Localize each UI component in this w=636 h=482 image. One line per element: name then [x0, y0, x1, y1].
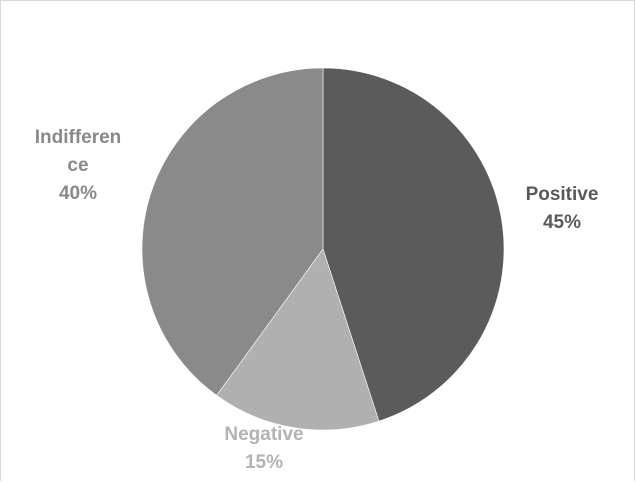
- pie-slice-indifference: [141, 67, 324, 396]
- data-label-negative-percent: 15%: [245, 452, 283, 473]
- pie-labels: Positive 45% Negative 15% Indifferen ce 40%: [35, 127, 599, 473]
- data-label-indifference-percent: 40%: [59, 183, 97, 204]
- data-label-negative-name: Negative: [224, 424, 303, 445]
- pie-slice-positive: [322, 67, 505, 422]
- data-label-positive-percent: 45%: [543, 212, 581, 233]
- data-label-indifference-name: ce: [67, 155, 88, 176]
- pie-slices: [141, 67, 505, 431]
- pie-slice-negative: [216, 248, 380, 431]
- data-label-positive-name: Positive: [526, 184, 599, 205]
- data-label-indifference-name: Indifferen: [35, 127, 122, 148]
